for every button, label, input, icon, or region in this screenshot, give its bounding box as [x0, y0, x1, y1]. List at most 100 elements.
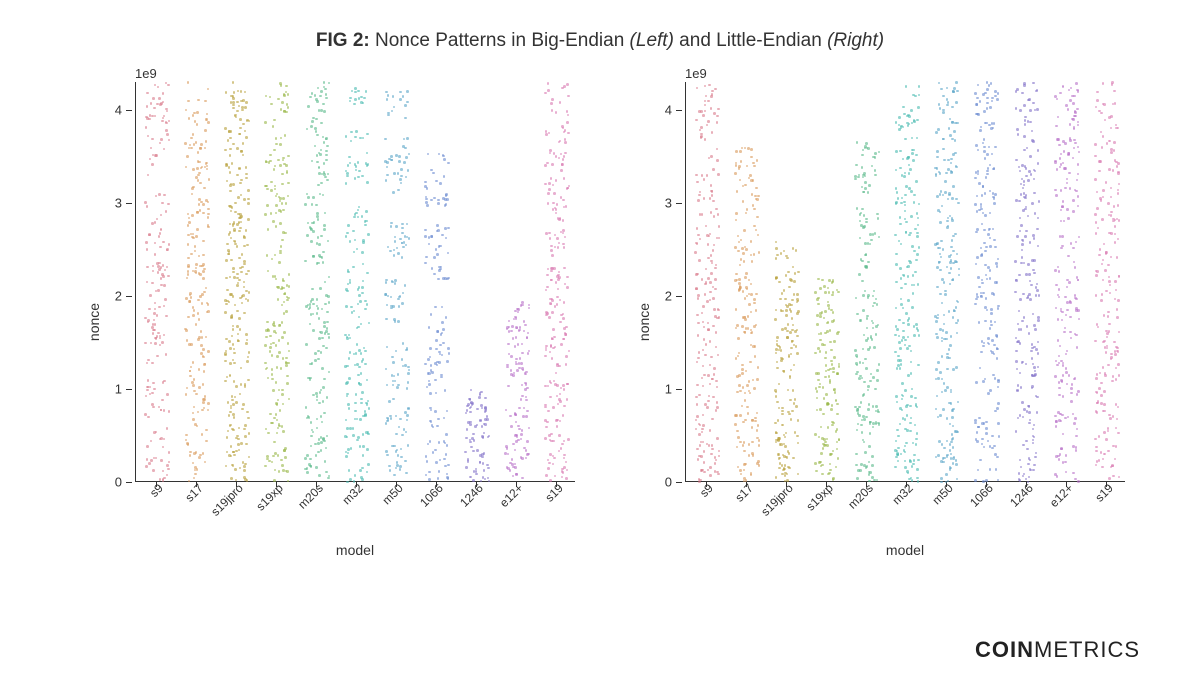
- data-point: [390, 417, 393, 420]
- data-point: [443, 417, 446, 420]
- data-point: [1071, 118, 1074, 121]
- data-point: [521, 477, 524, 480]
- data-point: [544, 406, 547, 409]
- data-point: [1073, 126, 1076, 129]
- data-point: [237, 282, 240, 285]
- data-point: [245, 177, 248, 180]
- data-point: [797, 419, 800, 422]
- data-point: [275, 413, 278, 416]
- data-point: [780, 349, 783, 352]
- data-point: [556, 395, 559, 398]
- data-point: [949, 443, 952, 446]
- data-point: [996, 335, 999, 338]
- data-point: [908, 187, 911, 190]
- data-point: [226, 180, 229, 183]
- data-point: [470, 446, 473, 449]
- data-point: [946, 440, 949, 443]
- data-point: [788, 286, 791, 289]
- data-point: [911, 306, 914, 309]
- data-point: [715, 346, 718, 349]
- data-point: [229, 362, 232, 365]
- data-point: [711, 262, 714, 265]
- data-point: [243, 281, 246, 284]
- data-point: [781, 464, 784, 467]
- data-point: [167, 84, 170, 87]
- data-point: [1019, 217, 1022, 220]
- data-point: [317, 184, 320, 187]
- data-point: [823, 317, 826, 320]
- data-point: [551, 254, 554, 257]
- data-point: [1074, 417, 1077, 420]
- data-point: [836, 448, 839, 451]
- data-point: [1064, 327, 1067, 330]
- data-point: [185, 297, 188, 300]
- data-point: [1098, 459, 1101, 462]
- data-point: [874, 156, 877, 159]
- data-point: [481, 456, 484, 459]
- data-point: [200, 330, 203, 333]
- data-point: [232, 101, 235, 104]
- data-point: [244, 130, 247, 133]
- data-point: [515, 336, 518, 339]
- data-point: [793, 364, 796, 367]
- data-point: [322, 400, 325, 403]
- data-point: [284, 292, 287, 295]
- data-point: [1059, 157, 1062, 160]
- data-point: [895, 325, 898, 328]
- data-point: [909, 405, 912, 408]
- data-point: [199, 295, 202, 298]
- data-point: [327, 240, 330, 243]
- data-point: [708, 235, 711, 238]
- data-point: [327, 173, 330, 176]
- data-point: [1059, 92, 1062, 95]
- data-point: [446, 410, 449, 413]
- data-point: [864, 242, 867, 245]
- data-point: [232, 271, 235, 274]
- data-point: [155, 195, 158, 198]
- data-point: [704, 104, 707, 107]
- data-point: [275, 212, 278, 215]
- data-point: [1073, 147, 1076, 150]
- data-point: [859, 237, 862, 240]
- data-point: [948, 127, 951, 130]
- data-point: [985, 421, 988, 424]
- data-point: [328, 371, 331, 374]
- data-point: [395, 433, 398, 436]
- data-point: [1072, 247, 1075, 250]
- data-point: [511, 325, 514, 328]
- data-point: [185, 329, 188, 332]
- data-point: [792, 389, 795, 392]
- data-point: [425, 256, 428, 259]
- data-point: [755, 293, 758, 296]
- data-point: [200, 143, 203, 146]
- data-point: [701, 312, 704, 315]
- data-point: [696, 448, 699, 451]
- data-point: [709, 474, 712, 477]
- data-point: [1029, 241, 1032, 244]
- data-point: [873, 290, 876, 293]
- data-point: [709, 364, 712, 367]
- data-point: [230, 130, 233, 133]
- data-point: [1118, 331, 1121, 334]
- data-point: [558, 365, 561, 368]
- data-point: [189, 454, 192, 457]
- data-point: [309, 306, 312, 309]
- data-point: [157, 332, 160, 335]
- data-point: [866, 315, 869, 318]
- data-point: [248, 351, 251, 354]
- data-point: [1023, 316, 1026, 319]
- data-point: [713, 112, 716, 115]
- data-point: [793, 293, 796, 296]
- data-point: [165, 315, 168, 318]
- data-point: [918, 246, 921, 249]
- data-point: [1107, 311, 1110, 314]
- data-point: [1066, 350, 1069, 353]
- data-point: [547, 202, 550, 205]
- data-point: [228, 253, 231, 256]
- data-point: [393, 375, 396, 378]
- data-point: [935, 368, 938, 371]
- data-point: [985, 246, 988, 249]
- data-point: [865, 218, 868, 221]
- data-point: [160, 277, 163, 280]
- data-point: [980, 351, 983, 354]
